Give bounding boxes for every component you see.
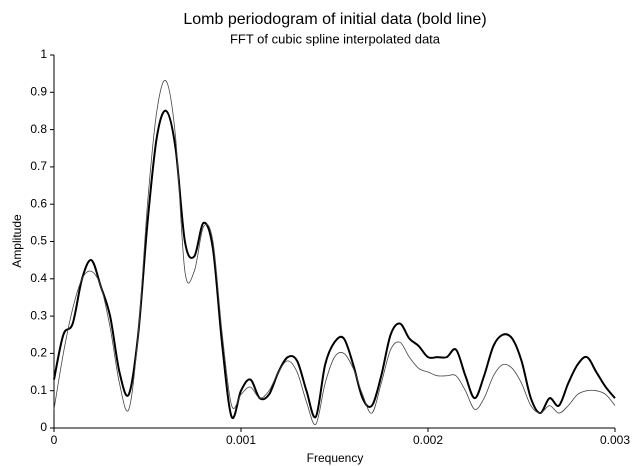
y-tick-label: 1 — [40, 47, 47, 61]
y-tick-label: 0.9 — [30, 84, 47, 98]
line-series — [53, 79, 616, 425]
y-tick-label: 0.6 — [30, 196, 47, 210]
x-tick-label: 0 — [51, 433, 58, 447]
y-tick-label: 0.7 — [30, 159, 47, 173]
y-tick-label: 0.2 — [30, 346, 47, 360]
y-tick-label: 0.5 — [30, 234, 47, 248]
chart-title: Lomb periodogram of initial data (bold l… — [183, 11, 486, 28]
y-tick-label: 0.8 — [30, 122, 47, 136]
x-tick-label: 0.003 — [600, 433, 630, 447]
line-series — [53, 109, 616, 420]
y-tick-label: 0.1 — [30, 383, 47, 397]
y-tick-label: 0.4 — [30, 271, 47, 285]
x-axis-label: Frequency — [307, 451, 364, 465]
x-tick-label: 0.002 — [413, 433, 443, 447]
y-tick-label: 0 — [40, 420, 47, 434]
y-tick-label: 0.3 — [30, 308, 47, 322]
y-axis-label: Amplitude — [10, 214, 24, 268]
chart-subtitle: FFT of cubic spline interpolated data — [230, 31, 441, 46]
x-tick-label: 0.001 — [226, 433, 256, 447]
